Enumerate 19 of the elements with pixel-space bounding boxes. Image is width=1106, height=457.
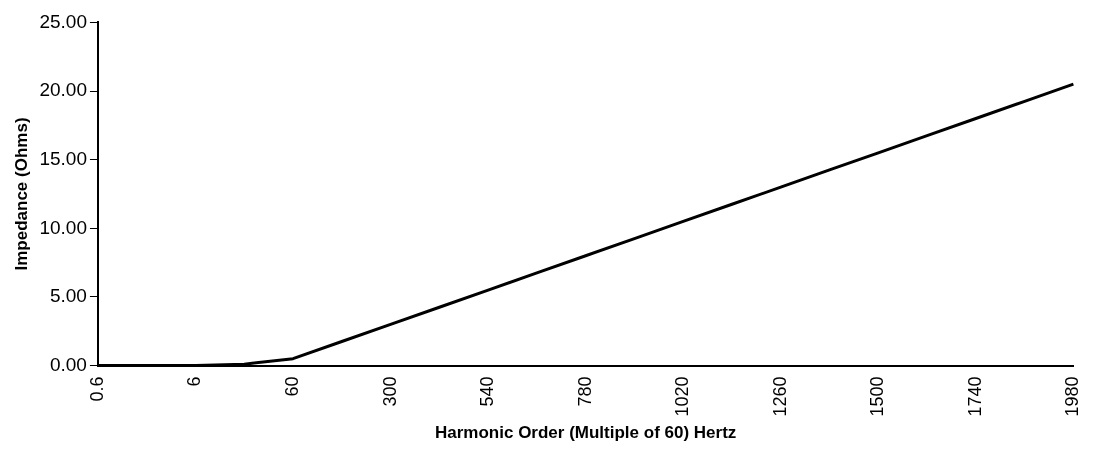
x-tick-label: 300 [379, 376, 400, 407]
y-tick-label: 15.00 [39, 147, 87, 169]
x-tick-label: 1980 [1062, 376, 1083, 417]
x-tick-label: 0.6 [86, 376, 107, 402]
y-tick-label: 0.00 [49, 353, 87, 375]
y-tick-label: 10.00 [39, 216, 87, 238]
y-tick-label: 25.00 [39, 10, 87, 32]
x-axis-title: Harmonic Order (Multiple of 60) Hertz [435, 423, 737, 443]
x-tick-label: 1740 [964, 376, 985, 417]
x-tick-label: 1260 [769, 376, 790, 417]
x-tick-label: 60 [282, 376, 303, 397]
x-tick-label: 1500 [867, 376, 888, 417]
x-tick-label: 540 [477, 376, 498, 407]
x-tick-label: 1020 [672, 376, 693, 417]
y-tick-label: 5.00 [49, 285, 87, 307]
y-tick-label: 20.00 [39, 79, 87, 101]
y-axis-title: Impedance (Ohms) [11, 117, 31, 271]
x-tick-label: 780 [574, 376, 595, 407]
x-tick-label: 6 [184, 376, 205, 387]
